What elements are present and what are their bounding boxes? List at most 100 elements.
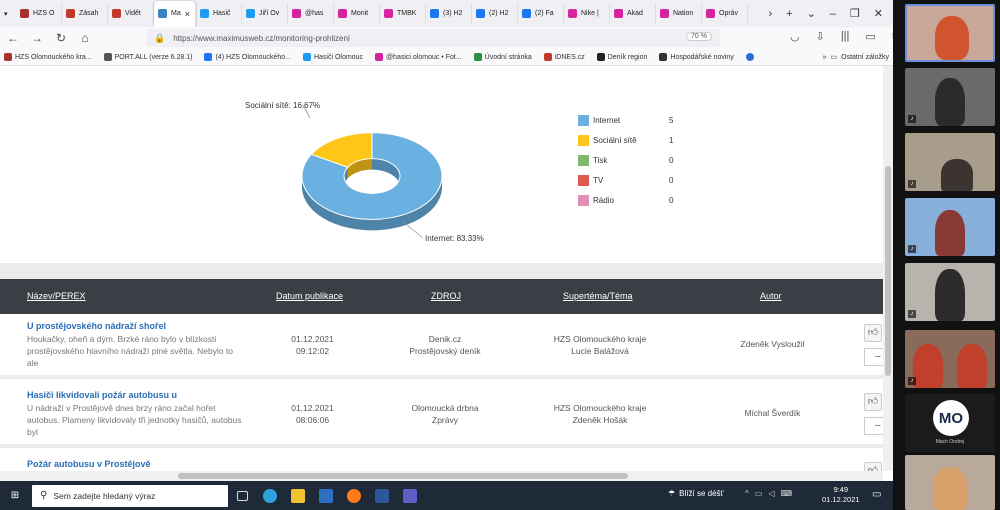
participant-tile[interactable]: ♪ <box>905 330 995 388</box>
article-title-link[interactable]: U prostějovského nádraží shořel <box>27 321 167 331</box>
restore-icon[interactable]: ❐ <box>849 8 860 20</box>
horizontal-scrollbar[interactable] <box>0 471 883 481</box>
other-bookmarks[interactable]: » ▭ Ostatní záložky <box>822 53 889 62</box>
library-icon[interactable]: ||| <box>840 30 850 42</box>
bookmark-item[interactable]: (4) HZS Olomouckého... <box>204 53 291 61</box>
new-tab-icon[interactable]: + <box>786 7 793 20</box>
row-menu-button[interactable]: – <box>864 417 883 435</box>
task-view-button[interactable] <box>228 481 256 510</box>
tab-list-down-icon[interactable]: ⌄ <box>806 8 816 20</box>
taskbar-mail[interactable] <box>312 481 340 510</box>
bookmark-item[interactable]: @hasici.olomouc • Fot... <box>374 53 462 61</box>
browser-tab[interactable]: Hasič <box>196 2 242 25</box>
browser-tab[interactable]: Jiří Ov <box>242 2 288 25</box>
url-text: https://www.maximusweb.cz/monitoring-pro… <box>173 33 350 43</box>
taskbar-teams[interactable] <box>396 481 424 510</box>
column-topic-header[interactable]: Supertéma/Téma <box>563 291 633 301</box>
vertical-scrollbar[interactable] <box>883 66 893 471</box>
download-icon[interactable]: ⇩ <box>815 31 825 43</box>
minimize-icon[interactable]: – <box>829 7 836 20</box>
browser-tab[interactable]: (3) H2 <box>426 2 472 25</box>
start-button[interactable]: ⊞ <box>0 481 30 510</box>
browser-tab[interactable]: Zásah <box>62 2 108 25</box>
legend-item[interactable]: Sociální sítě 1 <box>578 130 689 150</box>
tab-bar: ▾ HZS O Zásah Vidět Ma × Hasič Jiří Ov @has Monit… <box>0 0 893 27</box>
browser-tab[interactable]: Opráv <box>702 2 748 25</box>
bookmark-item[interactable]: PORT.ALL (verze 6.28.1) <box>103 53 192 61</box>
participant-tile[interactable]: MO Mach Ondrej <box>905 394 995 452</box>
volume-icon[interactable]: ◁ <box>768 489 775 498</box>
legend-item[interactable]: Internet 5 <box>578 110 689 130</box>
url-bar[interactable]: 🔒 https://www.maximusweb.cz/monitoring-p… <box>146 29 720 47</box>
forward-icon[interactable]: → <box>31 31 43 45</box>
column-author-header[interactable]: Autor <box>760 291 782 301</box>
browser-tab[interactable]: (2) Fa <box>518 2 564 25</box>
bookmark-extra-icon[interactable] <box>745 53 754 61</box>
taskbar-firefox[interactable] <box>340 481 368 510</box>
close-tab-icon[interactable]: × <box>184 8 190 19</box>
column-source-header[interactable]: ZDROJ <box>431 291 461 301</box>
bookmark-item[interactable]: Hasiči Olomouc <box>302 53 363 61</box>
vertical-scroll-thumb[interactable] <box>885 166 891 376</box>
participant-tile[interactable] <box>905 4 995 62</box>
home-icon[interactable]: ⌂ <box>81 31 89 45</box>
thumbs-up-icon[interactable]: 👍︎ <box>864 393 882 411</box>
column-name-label[interactable]: Název <box>27 291 53 301</box>
browser-tab[interactable]: Nation <box>656 2 702 25</box>
close-window-icon[interactable]: ✕ <box>873 8 883 20</box>
bookmark-item[interactable]: iDNES.cz <box>543 53 585 61</box>
browser-tab[interactable]: Ma × <box>154 0 196 27</box>
folder-icon <box>291 488 305 503</box>
browser-tab[interactable]: Akad <box>610 2 656 25</box>
tab-favicon-icon <box>522 9 531 18</box>
column-date-header[interactable]: Datum publikace <box>276 291 344 301</box>
browser-tab[interactable]: TMBK <box>380 2 426 25</box>
taskbar-search[interactable]: ⚲ Sem zadejte hledaný výraz <box>32 484 228 507</box>
sidebar-icon[interactable]: ▭ <box>865 31 876 43</box>
legend-item[interactable]: Tisk 0 <box>578 150 689 170</box>
row-menu-button[interactable]: – <box>864 348 883 366</box>
browser-tab[interactable]: HZS O <box>16 2 62 25</box>
pocket-icon[interactable]: ◡ <box>790 31 800 43</box>
tab-list-icon[interactable]: ▾ <box>4 10 8 18</box>
article-title-link[interactable]: Hasiči likvidovali požár autobusu u <box>27 390 178 400</box>
tab-favicon-icon <box>476 9 485 18</box>
tab-scroll-right-icon[interactable]: › <box>768 7 773 20</box>
back-icon[interactable]: ← <box>7 31 19 45</box>
bookmark-item[interactable]: Deník region <box>596 53 647 61</box>
column-name-header[interactable]: Název/PEREX <box>27 291 86 301</box>
chart-slice-sociální-sítě[interactable] <box>310 132 373 168</box>
taskbar-edge[interactable] <box>256 481 284 510</box>
bookmark-item[interactable]: Hospodářské noviny <box>659 53 734 61</box>
network-icon[interactable]: ▭ <box>754 489 763 498</box>
reload-icon[interactable]: ↻ <box>55 31 67 45</box>
participant-tile[interactable]: ♪ <box>905 133 995 191</box>
zoom-indicator[interactable]: 70 % <box>686 32 712 41</box>
taskbar-clock[interactable]: 9:49 01.12.2021 <box>822 485 860 505</box>
participant-tile[interactable]: ♪ <box>905 198 995 256</box>
legend-item[interactable]: Rádio 0 <box>578 190 689 210</box>
bookmark-item[interactable]: HZS Olomouckého kra... <box>4 53 92 61</box>
browser-tab[interactable]: Nike | <box>564 2 610 25</box>
chart-slice-internet[interactable] <box>301 132 443 220</box>
browser-tab[interactable]: Vidět <box>108 2 154 25</box>
notification-icon[interactable]: ▭ <box>872 489 882 500</box>
participant-tile[interactable] <box>905 455 995 510</box>
tray-chevron-icon[interactable]: ^ <box>745 489 749 498</box>
bookmark-item[interactable]: Úvodní stránka <box>473 53 532 61</box>
article-title-link[interactable]: Požár autobusu v Prostějově <box>27 459 151 469</box>
legend-item[interactable]: TV 0 <box>578 170 689 190</box>
taskbar-explorer[interactable] <box>284 481 312 510</box>
participant-video <box>935 269 965 321</box>
taskbar-word[interactable] <box>368 481 396 510</box>
participant-tile[interactable]: ♪ <box>905 263 995 321</box>
weather-widget[interactable]: ☂ Blíží se déšť <box>668 489 724 498</box>
participant-tile[interactable]: ♪ <box>905 68 995 126</box>
bookmarks-overflow-icon[interactable]: » <box>822 53 827 61</box>
horizontal-scroll-thumb[interactable] <box>178 473 628 479</box>
browser-tab[interactable]: (2) H2 <box>472 2 518 25</box>
browser-tab[interactable]: Monit <box>334 2 380 25</box>
browser-tab[interactable]: @has <box>288 2 334 25</box>
thumbs-up-icon[interactable]: 👍︎ <box>864 324 882 342</box>
keyboard-icon[interactable]: ⌨ <box>780 489 793 498</box>
